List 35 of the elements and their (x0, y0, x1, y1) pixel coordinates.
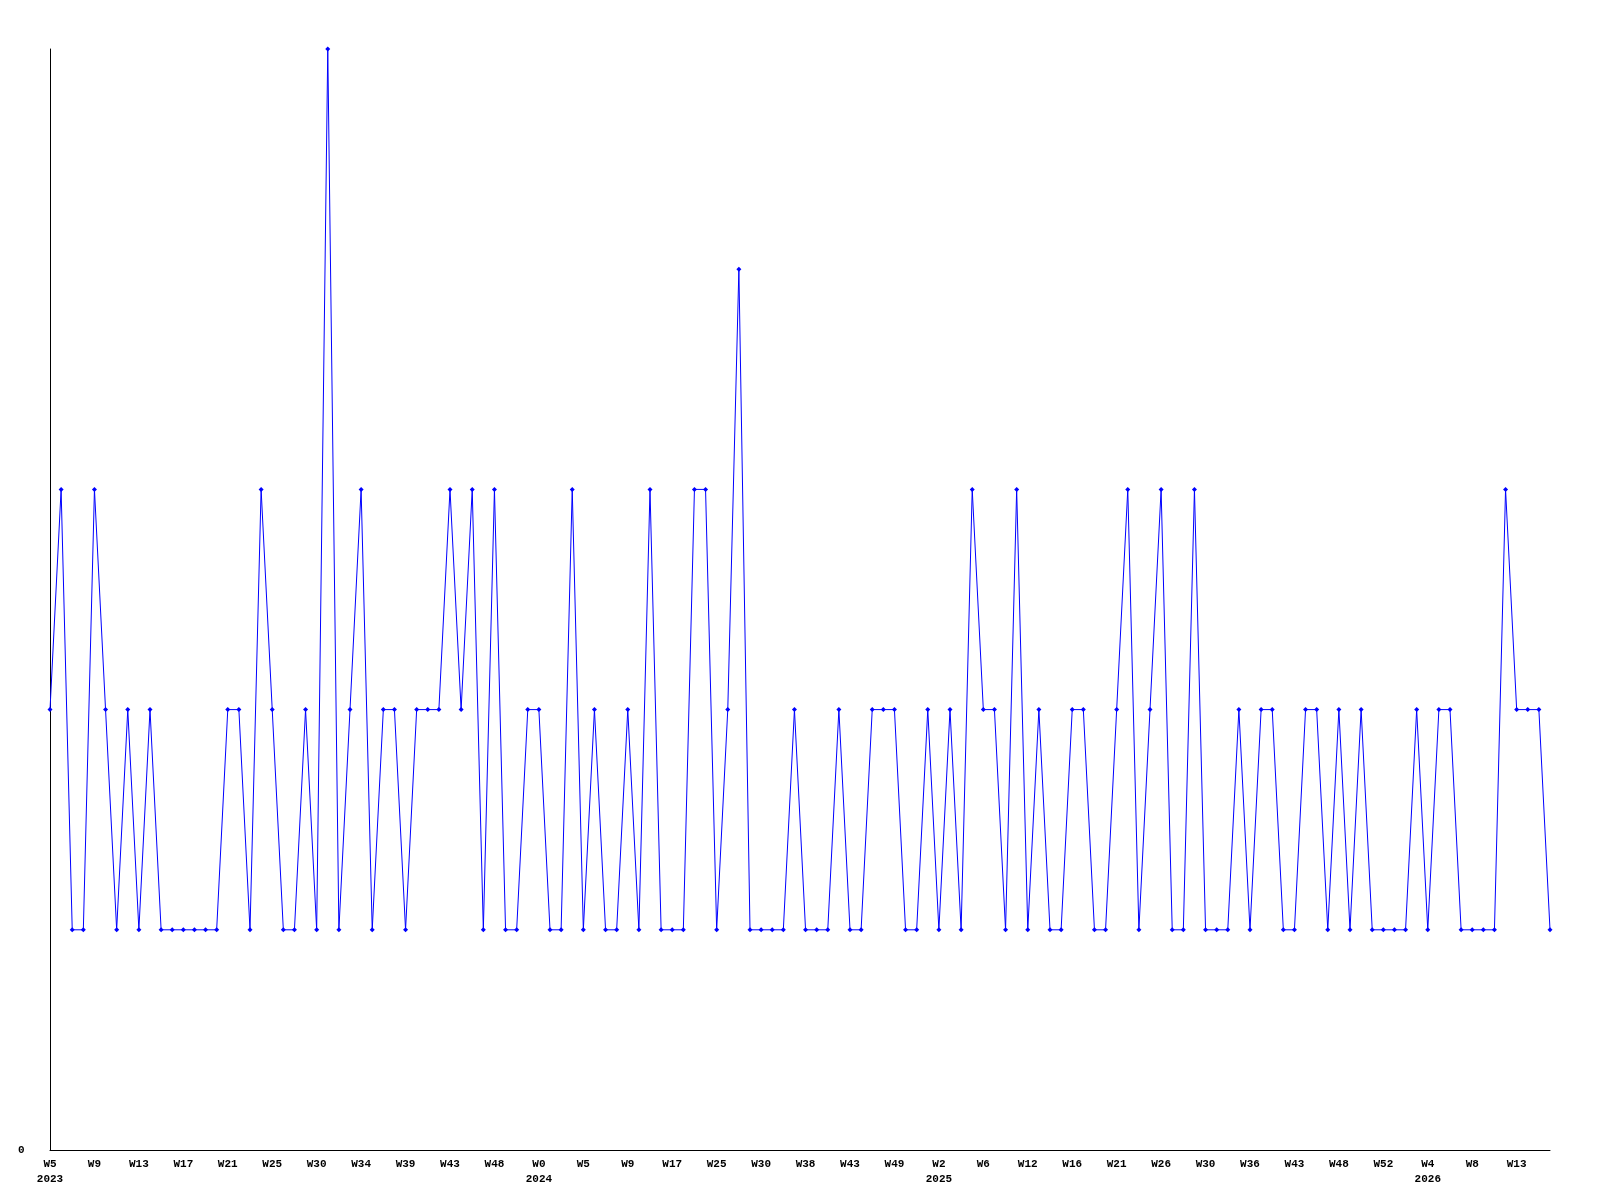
text: 0 (18, 1143, 25, 1156)
x-tick-label: W26 (1151, 1157, 1172, 1170)
x-tick-label: W21 (1106, 1157, 1127, 1170)
x-tick-label: W36 (1240, 1157, 1260, 1170)
x-tick-label: W21 (217, 1157, 239, 1170)
x-tick-label: W30 (1195, 1157, 1216, 1170)
x-tick-label: W0 2024 (525, 1157, 553, 1185)
x-tick-label: W17 (173, 1157, 194, 1170)
x-tick-label: W25 (262, 1157, 283, 1170)
x-tick-label: W30 (306, 1157, 327, 1170)
x-tick-label: W4 2026 (1414, 1157, 1441, 1185)
x-tick-label: W2 2025 (925, 1157, 953, 1185)
x-tick-label: W52 (1373, 1157, 1394, 1170)
x-tick-label: W16 (1062, 1157, 1083, 1170)
x-tick-label: W43 (440, 1157, 461, 1170)
x-tick-label: W34 (351, 1157, 372, 1170)
x-tick-label: W9 (621, 1157, 635, 1170)
x-tick-label: W43 (1284, 1157, 1305, 1170)
x-tick-label: W43 (840, 1157, 861, 1170)
x-tick-label: W30 (751, 1157, 772, 1170)
x-tick-label: W39 (395, 1157, 416, 1170)
x-tick-label: W5 2023 (36, 1157, 64, 1185)
x-tick-label: W9 (87, 1157, 102, 1170)
x-tick-label: W49 (884, 1157, 905, 1170)
x-tick-label: W12 (1017, 1157, 1038, 1170)
x-tick-label: W13 (128, 1157, 150, 1170)
x-tick-label: W38 (795, 1157, 816, 1170)
x-tick-label: W17 (662, 1157, 683, 1170)
x-tick-label: W13 (1506, 1157, 1527, 1170)
x-tick-label: W8 (1465, 1157, 1480, 1170)
x-tick-label: W48 (484, 1157, 505, 1170)
x-tick-label: W5 (576, 1157, 591, 1170)
x-tick-label: W25 (706, 1157, 727, 1170)
x-tick-label: W48 (1328, 1157, 1350, 1170)
x-tick-label: W6 (976, 1157, 990, 1170)
